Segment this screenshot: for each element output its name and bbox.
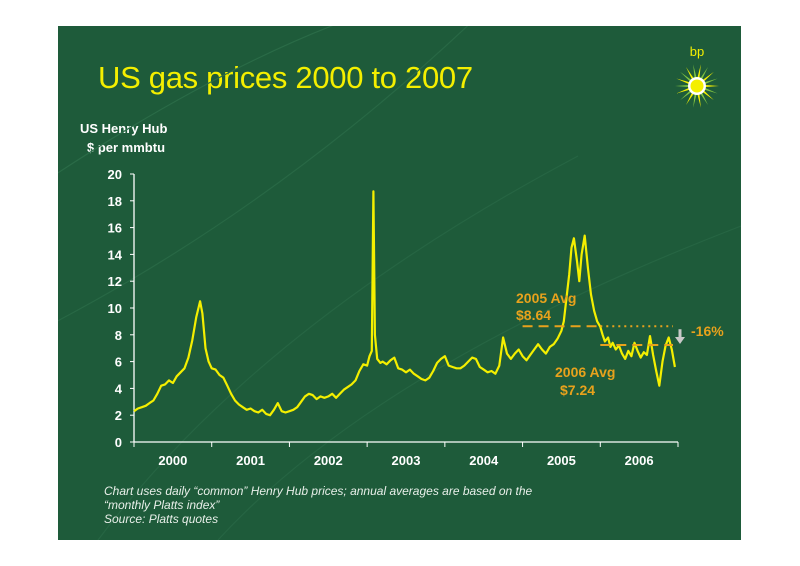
- y-tick-label: 16: [108, 221, 122, 236]
- bp-logo: bp: [667, 44, 727, 114]
- background-arc: [58, 26, 334, 174]
- avg-2006-value: $7.24: [560, 382, 595, 398]
- price-chart: 0 2 4 6 8 10 12 14 16 18 20 2000 2001 2002 2003 2004 200…: [58, 26, 741, 540]
- price-series-line: [133, 190, 676, 417]
- x-tick-label: 2003: [392, 453, 421, 468]
- bp-wordmark: bp: [689, 44, 705, 59]
- y-tick-label: 20: [108, 167, 122, 182]
- y-tick-label: 4: [115, 381, 123, 396]
- y-axis-label-line2: $ per mmbtu: [87, 140, 166, 155]
- y-tick-label: 0: [115, 435, 122, 450]
- slide: US gas prices 2000 to 2007 bp US Henry H…: [58, 26, 741, 540]
- y-tick-label: 8: [115, 328, 122, 343]
- y-tick-label: 14: [108, 247, 123, 262]
- avg-2006-label: 2006 Avg: [555, 364, 615, 380]
- x-tick-label: 2001: [236, 453, 265, 468]
- background-arc: [58, 26, 469, 322]
- footnote: Chart uses daily “common” Henry Hub pric…: [104, 484, 624, 526]
- y-tick-label: 18: [108, 194, 122, 209]
- footnote-line1: Chart uses daily “common” Henry Hub pric…: [104, 484, 533, 498]
- background-arc: [97, 155, 579, 540]
- x-tick-label: 2006: [625, 453, 654, 468]
- avg-2005-label: 2005 Avg: [516, 290, 576, 306]
- helios-icon: [675, 64, 719, 108]
- footnote-line2: “monthly Platts index”: [104, 498, 220, 512]
- background-arc: [217, 225, 741, 540]
- x-tick-label: 2002: [314, 453, 343, 468]
- y-tick-label: 12: [108, 274, 122, 289]
- y-tick-label: 10: [108, 301, 122, 316]
- y-tick-label: 2: [115, 408, 122, 423]
- down-arrow-icon: [675, 336, 685, 344]
- y-tick-label: 6: [115, 355, 122, 370]
- footnote-source: Source: Platts quotes: [104, 512, 219, 526]
- x-tick-label: 2000: [158, 453, 187, 468]
- x-tick-label: 2005: [547, 453, 576, 468]
- y-axis-label-line1: US Henry Hub: [80, 121, 168, 136]
- change-label: -16%: [691, 323, 724, 339]
- avg-2005-value: $8.64: [516, 307, 551, 323]
- x-tick-label: 2004: [469, 453, 499, 468]
